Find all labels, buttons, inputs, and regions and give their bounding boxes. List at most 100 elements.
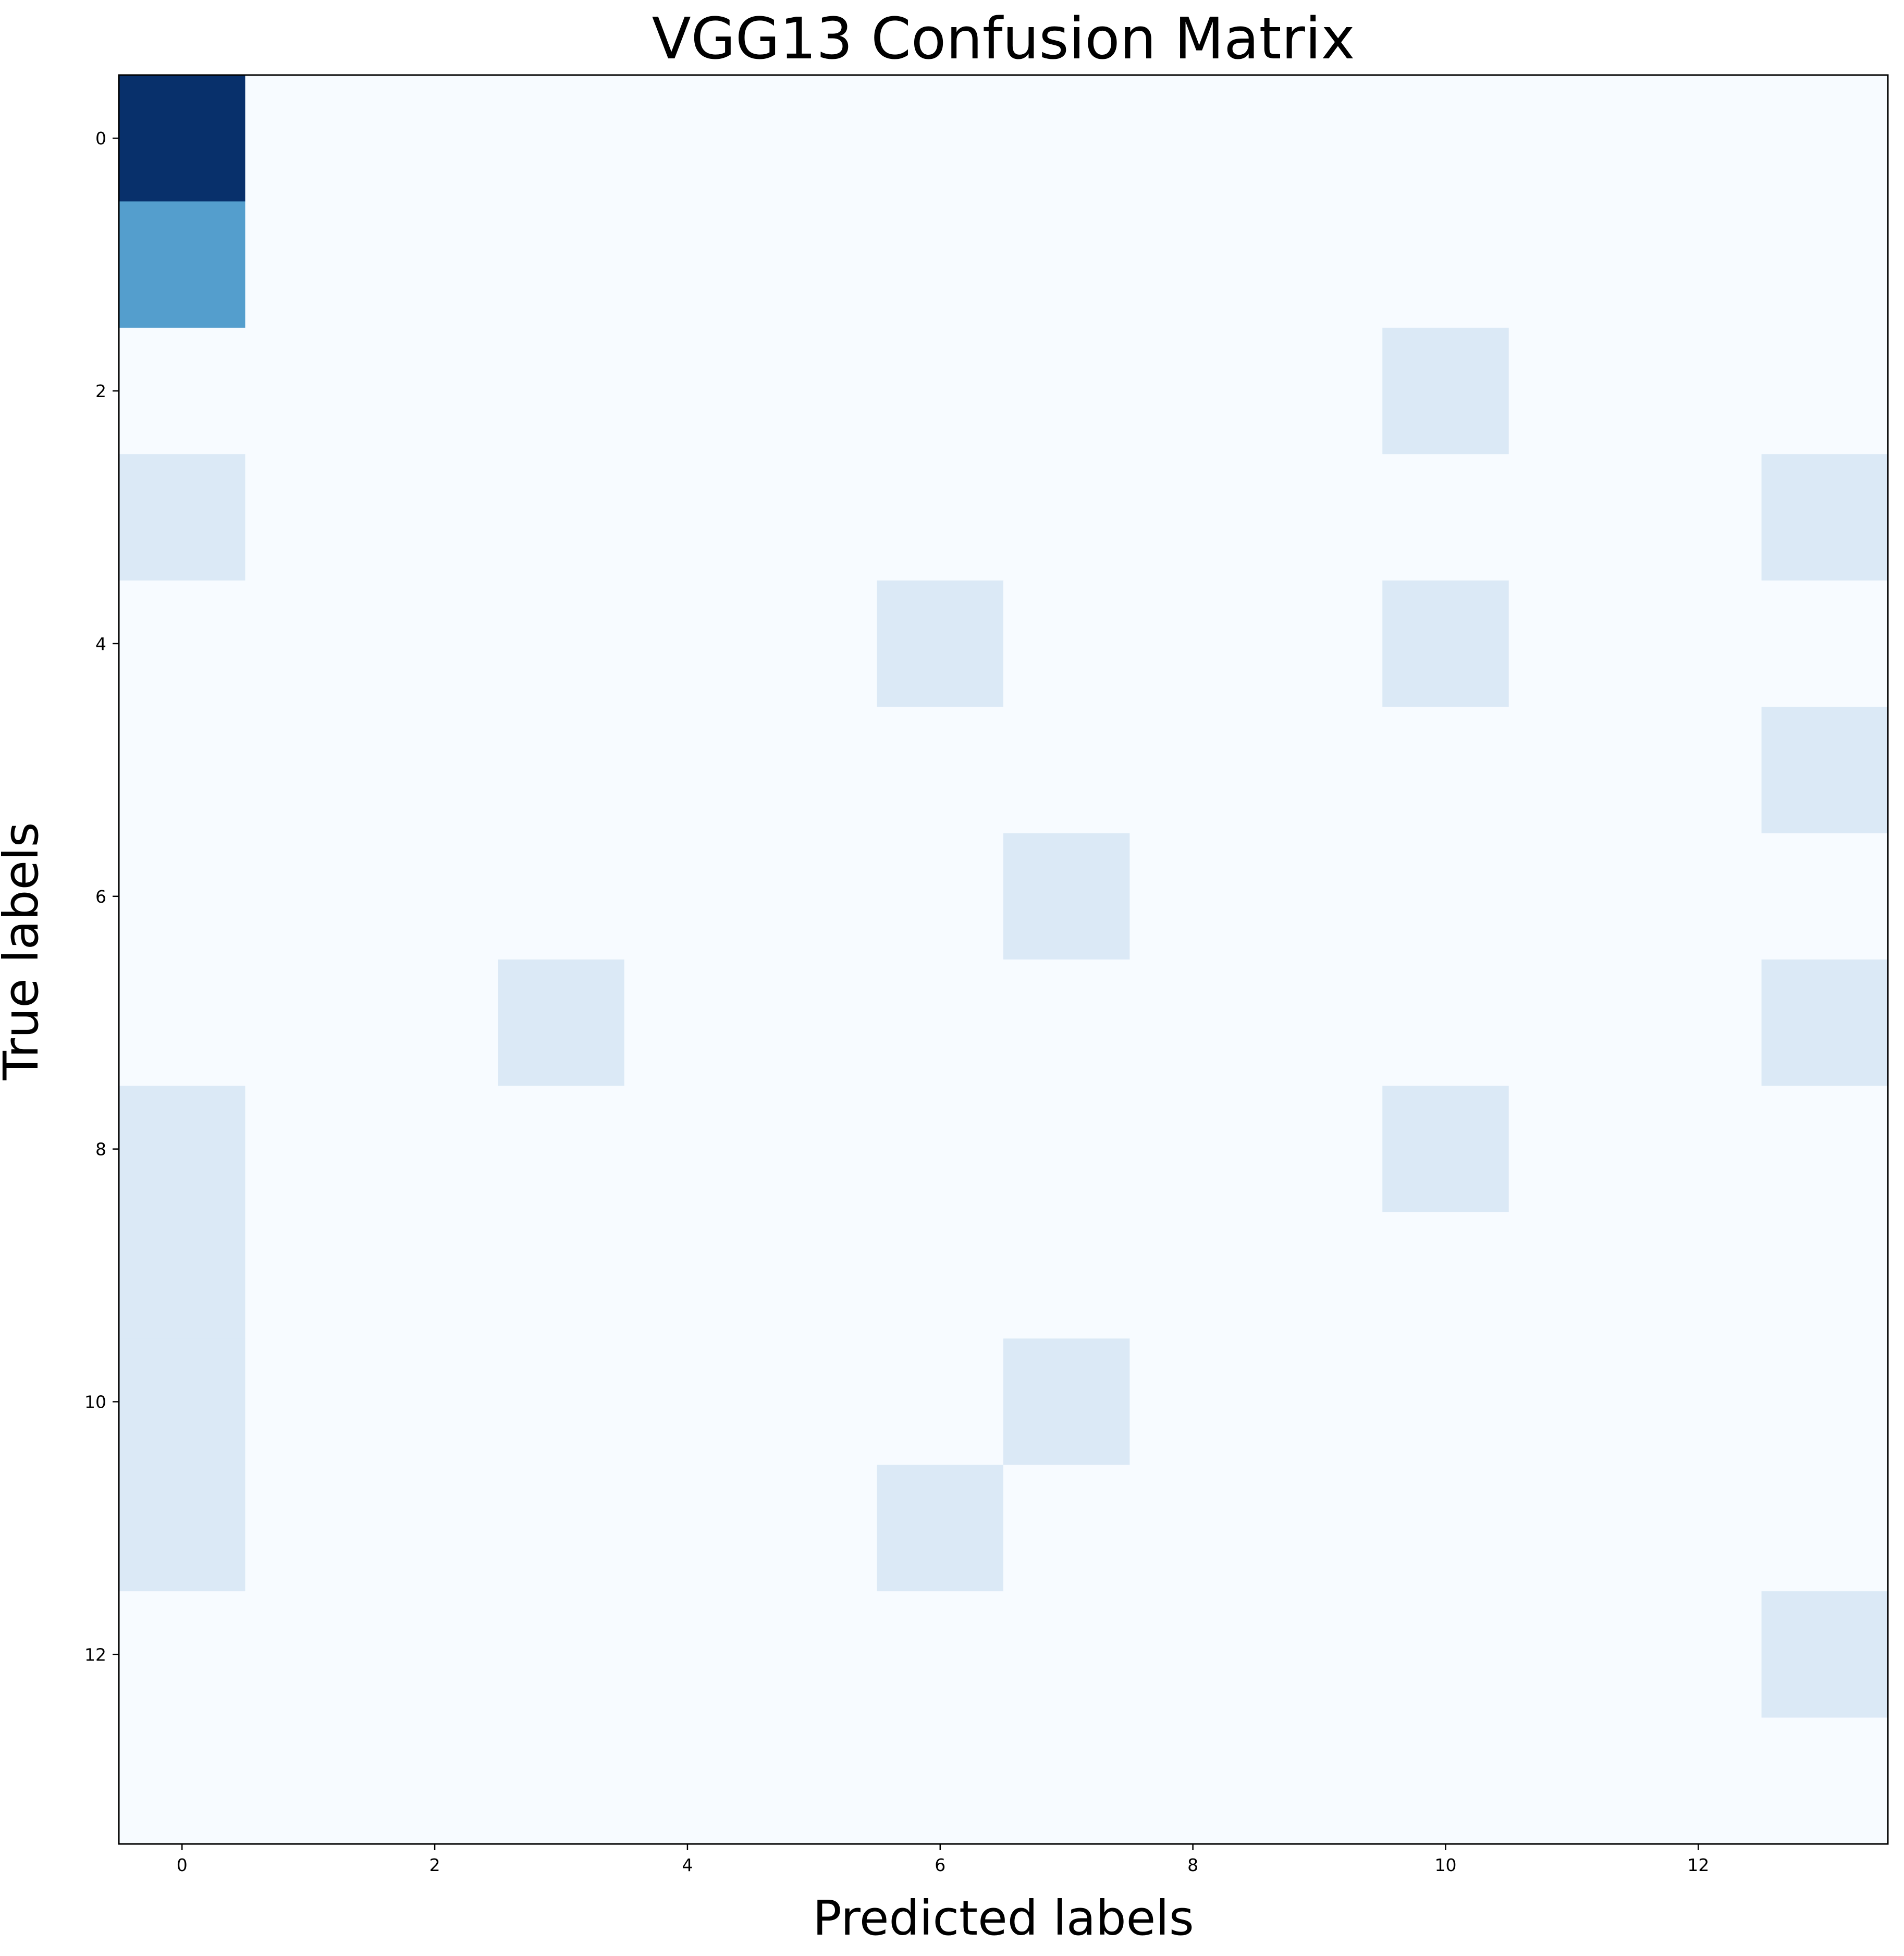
- heatmap-cell: [245, 454, 372, 581]
- heatmap-cells: [119, 75, 1888, 1844]
- heatmap-cell: [1256, 1212, 1383, 1339]
- heatmap-cell: [245, 707, 372, 834]
- heatmap-cell: [498, 1086, 625, 1213]
- heatmap-cell: [498, 201, 625, 328]
- heatmap-cell: [1256, 201, 1383, 328]
- heatmap-cell: [119, 1212, 246, 1339]
- heatmap-cell: [1635, 75, 1762, 202]
- heatmap-cell: [1129, 201, 1257, 328]
- heatmap-cell: [1635, 1338, 1762, 1466]
- heatmap-cell: [1256, 454, 1383, 581]
- heatmap-cell: [1382, 1338, 1509, 1466]
- heatmap-cell: [1003, 1212, 1131, 1339]
- heatmap-cell: [1256, 1591, 1383, 1718]
- heatmap-cell: [1508, 327, 1636, 454]
- y-axis-label: True labels: [0, 822, 49, 1080]
- heatmap-cell: [1003, 454, 1131, 581]
- heatmap-cell: [877, 1465, 1004, 1592]
- heatmap-cell: [119, 580, 246, 707]
- heatmap-cell: [245, 1465, 372, 1592]
- heatmap-cell: [1508, 707, 1636, 834]
- heatmap-cell: [245, 833, 372, 960]
- heatmap-cell: [498, 959, 625, 1087]
- heatmap-cell: [371, 75, 498, 202]
- heatmap-cell: [1003, 1338, 1131, 1466]
- heatmap-cell: [371, 1717, 498, 1844]
- heatmap-cell: [1129, 833, 1257, 960]
- heatmap-cell: [1508, 1338, 1636, 1466]
- heatmap-cell: [245, 75, 372, 202]
- heatmap-cell: [1382, 1212, 1509, 1339]
- heatmap-cell: [1761, 1338, 1888, 1466]
- heatmap-cell: [498, 1338, 625, 1466]
- heatmap-cell: [1635, 201, 1762, 328]
- heatmap-cell: [371, 1212, 498, 1339]
- y-tick-label: 2: [95, 381, 106, 401]
- heatmap-cell: [1129, 1465, 1257, 1592]
- heatmap-cell: [1382, 1465, 1509, 1592]
- heatmap-cell: [1129, 959, 1257, 1087]
- heatmap-cell: [1129, 327, 1257, 454]
- heatmap-cell: [877, 707, 1004, 834]
- heatmap-cell: [1382, 201, 1509, 328]
- heatmap-cell: [1003, 201, 1131, 328]
- heatmap-cell: [371, 833, 498, 960]
- x-tick-label: 8: [1187, 1855, 1198, 1875]
- heatmap-cell: [1508, 75, 1636, 202]
- heatmap-cell: [1761, 1591, 1888, 1718]
- heatmap-cell: [1129, 1717, 1257, 1844]
- heatmap-cell: [877, 833, 1004, 960]
- heatmap-cell: [1129, 707, 1257, 834]
- heatmap-cell: [1003, 75, 1131, 202]
- heatmap-cell: [1256, 833, 1383, 960]
- heatmap-cell: [624, 1338, 751, 1466]
- x-tick-label: 0: [177, 1855, 188, 1875]
- heatmap-cell: [751, 580, 878, 707]
- heatmap-cell: [751, 1212, 878, 1339]
- heatmap-cell: [371, 580, 498, 707]
- heatmap-cell: [1635, 707, 1762, 834]
- heatmap-cell: [1003, 1591, 1131, 1718]
- heatmap-cell: [1382, 327, 1509, 454]
- heatmap-cell: [624, 1717, 751, 1844]
- heatmap-cell: [1003, 1717, 1131, 1844]
- heatmap-cell: [119, 1465, 246, 1592]
- heatmap-cell: [1382, 833, 1509, 960]
- heatmap-cell: [1382, 1717, 1509, 1844]
- y-tick-label: 12: [84, 1644, 106, 1665]
- heatmap-cell: [1635, 1086, 1762, 1213]
- heatmap-cell: [1635, 833, 1762, 960]
- heatmap-cell: [877, 1717, 1004, 1844]
- y-axis-ticks: 0 2 4 6 8 10 12: [84, 128, 119, 1665]
- heatmap-cell: [245, 1338, 372, 1466]
- heatmap-cell: [371, 1591, 498, 1718]
- heatmap-cell: [624, 580, 751, 707]
- heatmap-cell: [1761, 1717, 1888, 1844]
- heatmap-cell: [751, 454, 878, 581]
- heatmap-cell: [877, 201, 1004, 328]
- heatmap-cell: [245, 1212, 372, 1339]
- heatmap-cell: [624, 1591, 751, 1718]
- heatmap-cell: [1256, 1717, 1383, 1844]
- heatmap-cell: [1382, 1591, 1509, 1718]
- heatmap-cell: [1508, 959, 1636, 1087]
- heatmap-cell: [1761, 1086, 1888, 1213]
- heatmap-cell: [119, 707, 246, 834]
- heatmap-cell: [1761, 75, 1888, 202]
- heatmap-cell: [498, 707, 625, 834]
- y-tick-label: 4: [95, 634, 106, 654]
- heatmap-cell: [877, 75, 1004, 202]
- heatmap-cell: [1635, 1717, 1762, 1844]
- heatmap-cell: [624, 959, 751, 1087]
- heatmap-cell: [371, 327, 498, 454]
- heatmap-cell: [1256, 959, 1383, 1087]
- heatmap-cell: [624, 1212, 751, 1339]
- heatmap-cell: [498, 1591, 625, 1718]
- heatmap-cell: [1129, 75, 1257, 202]
- heatmap-cell: [119, 1338, 246, 1466]
- heatmap-cell: [751, 327, 878, 454]
- heatmap-cell: [1635, 1465, 1762, 1592]
- heatmap-cell: [1761, 1465, 1888, 1592]
- heatmap-cell: [1129, 580, 1257, 707]
